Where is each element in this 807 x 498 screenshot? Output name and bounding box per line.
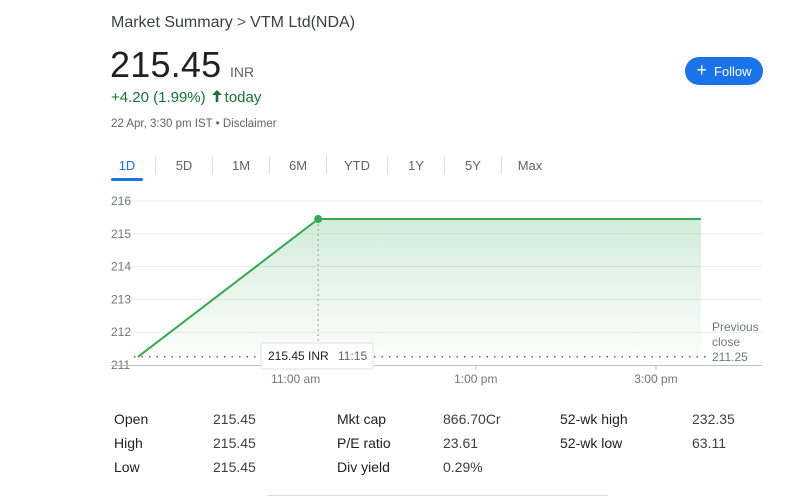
plus-icon: + bbox=[696, 60, 707, 80]
stat-label-low: Low bbox=[114, 459, 140, 475]
stat-value-pe-ratio: 23.61 bbox=[443, 435, 479, 451]
current-price: 215.45 bbox=[110, 44, 222, 85]
tab-max[interactable]: Max bbox=[517, 157, 543, 173]
stat-value-mkt-cap: 866.70Cr bbox=[443, 411, 501, 427]
stat-value-52wk-high: 232.35 bbox=[692, 411, 735, 427]
tab-divider bbox=[387, 156, 388, 174]
quote-timestamp: 22 Apr, 3:30 pm IST bbox=[111, 118, 213, 130]
stat-value-div-yield: 0.29% bbox=[443, 459, 483, 475]
stat-label-mkt-cap: Mkt cap bbox=[337, 411, 387, 427]
tab-divider bbox=[326, 156, 327, 174]
y-tick-label: 213 bbox=[111, 292, 131, 306]
stat-label-high: High bbox=[114, 435, 143, 451]
stat-value-open: 215.45 bbox=[213, 411, 256, 427]
chart-tooltip: 215.45 INR 11:15 bbox=[260, 342, 374, 370]
meta-bullet: • bbox=[215, 118, 220, 130]
price-change-suffix: today bbox=[224, 89, 262, 106]
section-divider bbox=[268, 495, 608, 496]
x-tick-label: 11:00 am bbox=[271, 372, 320, 386]
price-change: +4.20 (1.99%) today bbox=[111, 89, 261, 106]
previous-close-label: Previous bbox=[712, 320, 759, 334]
range-tabs: 1D 5D 1M 6M YTD 1Y 5Y Max bbox=[111, 152, 558, 181]
previous-close-label-line2: close bbox=[712, 335, 740, 349]
tab-divider bbox=[444, 156, 445, 174]
tab-divider bbox=[501, 156, 502, 174]
currency-label: INR bbox=[230, 64, 255, 80]
tab-divider bbox=[269, 156, 270, 174]
tab-divider bbox=[155, 156, 156, 174]
tab-divider bbox=[212, 156, 213, 174]
tooltip-price: 215.45 INR bbox=[268, 349, 329, 363]
tab-1y[interactable]: 1Y bbox=[408, 157, 424, 173]
breadcrumb: Market Summary > VTM Ltd(NDA) bbox=[111, 14, 355, 32]
stat-label-52wk-high: 52-wk high bbox=[560, 411, 628, 427]
previous-close-value: 211.25 bbox=[712, 350, 748, 364]
x-tick-label: 1:00 pm bbox=[454, 372, 497, 386]
stat-label-pe-ratio: P/E ratio bbox=[337, 435, 391, 451]
tab-5d[interactable]: 5D bbox=[175, 157, 193, 173]
breadcrumb-current: VTM Ltd(NDA) bbox=[250, 14, 356, 31]
stat-label-open: Open bbox=[114, 411, 149, 427]
stat-value-52wk-low: 63.11 bbox=[692, 435, 726, 451]
follow-label: Follow bbox=[713, 63, 752, 79]
y-tick-label: 215 bbox=[111, 227, 131, 241]
y-tick-label: 216 bbox=[111, 194, 131, 208]
x-tick-label: 3:00 pm bbox=[634, 372, 677, 386]
tab-ytd[interactable]: YTD bbox=[344, 157, 370, 173]
tooltip-box bbox=[260, 342, 374, 370]
stat-value-low: 215.45 bbox=[213, 459, 256, 475]
quote-meta: 22 Apr, 3:30 pm IST • Disclaimer bbox=[111, 118, 277, 130]
tooltip-time: 11:15 bbox=[338, 349, 367, 363]
stat-label-52wk-low: 52-wk low bbox=[560, 435, 623, 451]
x-axis-ticks: 11:00 am 1:00 pm 3:00 pm bbox=[271, 365, 678, 386]
hover-point bbox=[314, 215, 323, 224]
arrow-up-icon bbox=[211, 89, 222, 106]
y-tick-label: 214 bbox=[111, 260, 131, 274]
stat-value-high: 215.45 bbox=[213, 435, 256, 451]
tab-1m[interactable]: 1M bbox=[231, 157, 251, 173]
breadcrumb-root[interactable]: Market Summary bbox=[111, 14, 233, 31]
price-change-value: +4.20 (1.99%) bbox=[111, 89, 206, 106]
tab-5y[interactable]: 5Y bbox=[465, 157, 481, 173]
stat-label-div-yield: Div yield bbox=[337, 459, 390, 475]
breadcrumb-separator: > bbox=[236, 14, 247, 31]
price-area bbox=[138, 219, 701, 357]
follow-button[interactable]: + Follow bbox=[685, 57, 763, 85]
y-tick-label: 212 bbox=[111, 325, 131, 339]
tab-1d[interactable]: 1D bbox=[111, 154, 143, 181]
tab-6m[interactable]: 6M bbox=[288, 157, 308, 173]
disclaimer-link[interactable]: Disclaimer bbox=[222, 118, 277, 130]
